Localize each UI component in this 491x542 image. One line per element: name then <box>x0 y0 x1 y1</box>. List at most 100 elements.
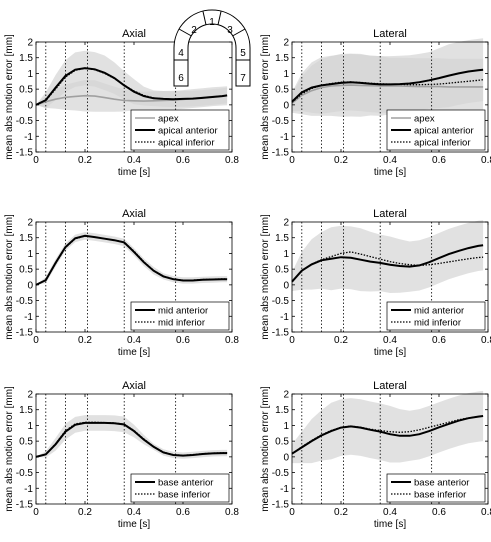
chart-panel: -1.5 -1 -0.5 0 0.5 1 1.5 2 0 0.2 0.4 0.6 0.8 Lateral t… <box>260 208 491 358</box>
y-tick-label: -0.5 <box>16 116 34 127</box>
y-tick-label: 0 <box>283 280 289 291</box>
x-tick-label: 0.8 <box>481 507 491 518</box>
y-tick-label: 2 <box>283 38 289 49</box>
series-line <box>35 67 228 106</box>
x-tick-label: 0.8 <box>481 155 491 166</box>
x-tick-label: 0 <box>33 335 39 346</box>
series-line <box>291 415 484 455</box>
std-band <box>36 50 228 108</box>
x-tick-label: 0.4 <box>127 155 141 166</box>
series-line <box>291 244 484 283</box>
x-tick-label: 0.8 <box>225 507 239 518</box>
y-tick-label: 1.5 <box>19 405 33 416</box>
segment-label: 6 <box>178 73 184 84</box>
std-band <box>36 415 228 459</box>
x-tick-label: 0.4 <box>383 507 397 518</box>
y-tick-label: 0 <box>27 100 33 111</box>
y-tick-label: 2 <box>27 390 33 401</box>
x-axis-label: time [s] <box>374 167 406 178</box>
legend-box <box>386 473 486 503</box>
segment-divider <box>178 28 192 37</box>
series-line <box>291 79 484 103</box>
std-band <box>292 220 484 293</box>
legend-label: apical anterior <box>414 126 474 137</box>
y-tick-label: 0 <box>27 280 33 291</box>
y-axis-label: mean abs motion error [mm] <box>260 34 271 160</box>
x-tick-label: 0.6 <box>176 155 190 166</box>
y-tick-label: -1 <box>280 312 289 323</box>
legend-label: apex <box>158 114 179 125</box>
y-tick-label: 1 <box>27 249 33 260</box>
series-line <box>35 234 228 286</box>
segment-divider <box>202 11 207 25</box>
y-tick-label: 1 <box>27 69 33 80</box>
chart-panel: -1.5 -1 -0.5 0 0.5 1 1.5 2 0 0.2 0.4 0.6 0.8 Axial tim… <box>4 28 239 178</box>
segment-divider <box>217 11 222 25</box>
y-tick-label: 1.5 <box>275 233 289 244</box>
x-tick-label: 0.2 <box>334 335 348 346</box>
x-tick-label: 0.2 <box>78 507 92 518</box>
y-tick-label: -1 <box>24 484 33 495</box>
y-tick-label: -1.5 <box>272 148 290 159</box>
y-tick-label: 1.5 <box>19 53 33 64</box>
y-tick-label: 0.5 <box>275 265 289 276</box>
y-tick-label: -1 <box>24 132 33 143</box>
legend-label: mid inferior <box>158 318 205 329</box>
segment-outline <box>173 9 251 87</box>
segment-label: 4 <box>178 48 184 59</box>
legend-label: base inferior <box>414 490 466 501</box>
legend-label: apical anterior <box>158 126 218 137</box>
std-band <box>292 38 484 114</box>
y-tick-label: 0.5 <box>19 85 33 96</box>
y-tick-label: -1 <box>280 484 289 495</box>
x-tick-label: 0.8 <box>225 335 239 346</box>
y-tick-label: -1.5 <box>272 500 290 511</box>
y-tick-label: 1.5 <box>275 405 289 416</box>
y-tick-label: -1.5 <box>16 500 34 511</box>
y-tick-label: 2 <box>27 218 33 229</box>
legend-box <box>130 473 230 503</box>
y-tick-label: -1.5 <box>16 148 34 159</box>
y-tick-label: 1 <box>283 249 289 260</box>
segment-label: 3 <box>227 25 233 36</box>
legend-label: base anterior <box>158 478 213 489</box>
series-line <box>291 415 484 455</box>
y-tick-label: 0.5 <box>19 437 33 448</box>
x-tick-label: 0 <box>289 507 295 518</box>
x-tick-label: 0.4 <box>127 507 141 518</box>
x-tick-label: 0.6 <box>176 335 190 346</box>
y-tick-label: 2 <box>283 218 289 229</box>
chart-panel: -1.5 -1 -0.5 0 0.5 1 1.5 2 0 0.2 0.4 0.6 0.8 Axial tim… <box>4 208 239 358</box>
legend-label: apex <box>414 114 435 125</box>
x-tick-label: 0 <box>33 155 39 166</box>
y-tick-label: -0.5 <box>272 296 290 307</box>
x-tick-label: 0.2 <box>334 155 348 166</box>
y-tick-label: -0.5 <box>272 468 290 479</box>
x-tick-label: 0.4 <box>383 335 397 346</box>
y-tick-label: 0.5 <box>275 437 289 448</box>
x-tick-label: 0.2 <box>78 155 92 166</box>
x-tick-label: 0 <box>289 155 295 166</box>
segment-divider <box>232 28 246 37</box>
series-line <box>291 251 484 283</box>
legend-box <box>130 301 230 331</box>
legend-label: apical inferior <box>414 138 471 149</box>
chart-panel: -1.5 -1 -0.5 0 0.5 1 1.5 2 0 0.2 0.4 0.6 0.8 Lateral t… <box>260 380 491 530</box>
x-tick-label: 0.8 <box>481 335 491 346</box>
y-tick-label: 1.5 <box>275 53 289 64</box>
x-tick-label: 0 <box>33 507 39 518</box>
series-line <box>35 421 228 458</box>
y-tick-label: 0 <box>283 452 289 463</box>
y-tick-label: -1 <box>24 312 33 323</box>
x-tick-label: 0.6 <box>432 155 446 166</box>
x-tick-label: 0.4 <box>383 155 397 166</box>
y-tick-label: 0.5 <box>275 85 289 96</box>
x-tick-label: 0.6 <box>176 507 190 518</box>
y-tick-label: 2 <box>283 390 289 401</box>
